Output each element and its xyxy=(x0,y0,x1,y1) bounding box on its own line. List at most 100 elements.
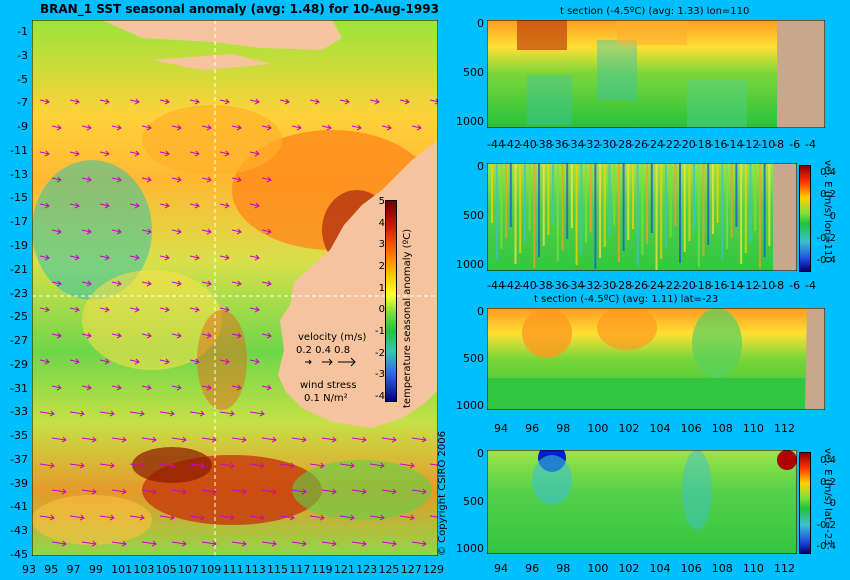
velocity-stripe xyxy=(650,163,653,233)
panel2-x-tick: -4 xyxy=(805,279,816,292)
panel1-x-tick: -24 xyxy=(646,138,664,151)
land-australia xyxy=(278,140,438,428)
velocity-legend-label: velocity (m/s) xyxy=(298,332,367,343)
wind-arrow xyxy=(381,124,392,131)
panel1-x-tick: -10 xyxy=(757,138,776,151)
panel3-y-tick: 500 xyxy=(463,352,484,365)
wind-arrow xyxy=(249,98,260,105)
map-x-tick: 97 xyxy=(66,563,81,576)
panel1-x-tick: -30 xyxy=(598,138,617,151)
panel1-section xyxy=(487,20,825,128)
wind-arrow xyxy=(129,462,145,469)
panel2-x-tick: -26 xyxy=(630,279,649,292)
velocity-stripe xyxy=(768,163,771,246)
wind-arrow xyxy=(291,124,302,131)
wind-arrow xyxy=(129,358,140,365)
wind-arrow xyxy=(321,436,337,443)
velocity-stripe xyxy=(697,163,700,267)
velocity-stripe xyxy=(617,163,620,262)
velocity-legend-values: 0.2 0.4 0.8 xyxy=(296,345,351,356)
wind-arrow xyxy=(219,254,230,261)
wind-arrow xyxy=(279,98,290,105)
map-y-tick: -41 xyxy=(10,500,28,514)
map-y-tick: -29 xyxy=(10,357,28,371)
wind-arrow xyxy=(231,124,242,131)
panel4-x-tick: 104 xyxy=(649,562,671,575)
map-y-tick: -1 xyxy=(17,25,28,38)
wind-arrow xyxy=(171,228,182,235)
map-y-tick: -45 xyxy=(10,548,28,561)
wind-arrow xyxy=(69,150,80,157)
panel3-y-tick: 0 xyxy=(477,305,484,318)
velocity-stripe xyxy=(570,163,573,228)
wind-arrow xyxy=(129,202,140,209)
velocity-stripe xyxy=(575,163,578,265)
wind-arrow xyxy=(249,410,265,417)
panel2-colorbar-tick: 0 xyxy=(829,211,836,222)
wind-arrow xyxy=(39,98,50,105)
panel4-x-tick: 96 xyxy=(525,562,540,575)
wind-arrow xyxy=(321,124,332,131)
panel1-x-tick: -26 xyxy=(630,138,649,151)
sst-colorbar-tick: 1 xyxy=(378,282,385,294)
velocity-stripe xyxy=(523,163,526,242)
wind-arrow xyxy=(69,358,80,365)
wind-arrow xyxy=(261,384,272,391)
panel2-x-tick: -40 xyxy=(518,279,537,292)
wind-arrow xyxy=(51,488,67,495)
velocity-stripe xyxy=(679,163,681,263)
wind-arrow xyxy=(81,280,92,287)
wind-arrow xyxy=(279,462,295,469)
wind-arrow xyxy=(39,462,55,469)
wind-arrow xyxy=(39,358,50,365)
velocity-stripe xyxy=(594,163,597,269)
wind-arrow xyxy=(321,540,337,547)
panel4-x-tick: 112 xyxy=(774,562,795,575)
wind-arrow xyxy=(171,488,187,495)
wind-arrow xyxy=(339,514,355,521)
panel2-x-tick: -6 xyxy=(789,279,801,292)
wind-arrow xyxy=(111,176,122,183)
wind-arrow xyxy=(399,462,415,469)
wind-legend-label: wind stress xyxy=(300,380,357,391)
panel2-x-tick: -14 xyxy=(725,279,744,292)
wind-arrow xyxy=(369,462,385,469)
wind-arrow xyxy=(231,176,242,183)
wind-arrow xyxy=(399,98,410,105)
wind-arrow xyxy=(261,540,277,547)
panel2-x-tick: -18 xyxy=(693,279,712,292)
wind-arrow xyxy=(201,540,217,547)
map-y-tick: -13 xyxy=(10,167,28,181)
map-x-tick: 117 xyxy=(289,563,311,576)
velocity-stripe xyxy=(702,163,705,256)
velocity-stripe xyxy=(664,163,667,248)
wind-arrow xyxy=(69,306,80,313)
wind-arrow xyxy=(159,358,170,365)
wind-arrow xyxy=(201,488,217,495)
wind-arrow xyxy=(171,436,187,443)
map-y-tick: -43 xyxy=(10,524,28,538)
map-y-tick: -17 xyxy=(10,215,28,229)
panel1-x-tick: -12 xyxy=(741,138,760,151)
panel2-x-tick: -32 xyxy=(582,279,601,292)
wind-arrow xyxy=(99,306,110,313)
wind-arrow xyxy=(99,462,115,469)
wind-arrow xyxy=(219,150,230,157)
map-y-tick: -19 xyxy=(10,238,28,252)
wind-arrow xyxy=(171,332,182,339)
sst-colorbar-tick: 5 xyxy=(378,196,385,207)
wind-arrow xyxy=(429,463,438,466)
panel2-section xyxy=(487,163,797,271)
wind-arrow xyxy=(51,332,62,339)
velocity-stripe xyxy=(561,163,564,250)
panel2-x-tick: -16 xyxy=(709,279,728,292)
velocity-stripe xyxy=(627,163,630,240)
wind-arrow xyxy=(141,488,157,495)
wind-arrow xyxy=(189,410,205,417)
map-y-tick: -11 xyxy=(10,143,28,157)
wind-arrow xyxy=(159,514,175,521)
panel1-x-tick: -14 xyxy=(725,138,744,151)
map-y-tick: -9 xyxy=(17,120,28,134)
wind-arrow xyxy=(411,540,427,547)
wind-arrow xyxy=(51,436,67,443)
